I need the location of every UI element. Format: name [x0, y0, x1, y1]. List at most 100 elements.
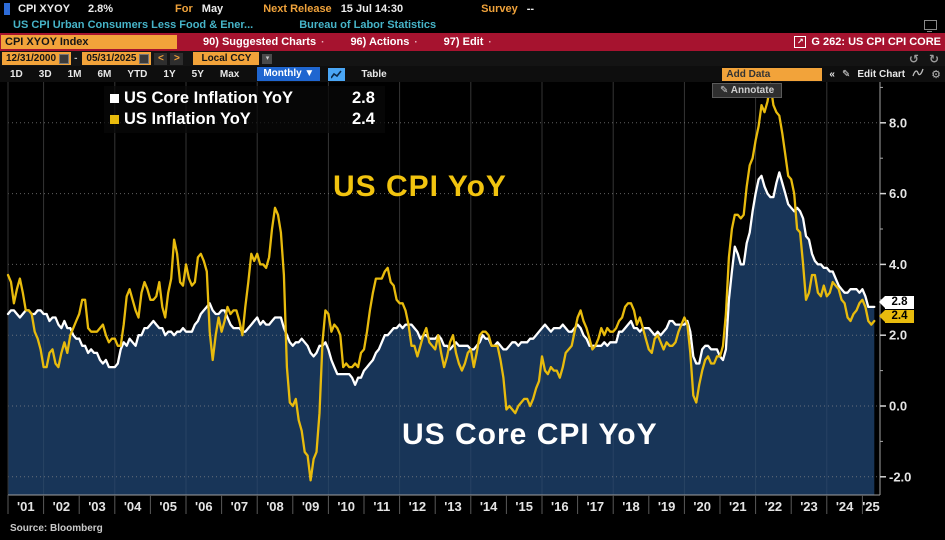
x-axis-label: '20 [693, 499, 711, 514]
date-from-field[interactable]: 12/31/2000 [2, 52, 72, 65]
add-data-input[interactable] [722, 67, 823, 81]
x-axis-label: '12 [409, 499, 427, 514]
calendar-icon[interactable] [139, 53, 150, 64]
source-note: Source: Bloomberg [10, 523, 103, 534]
range-toolbar: 1D 3D 1M 6M YTD 1Y 5Y Max Monthly ▼ Table « ✎ E… [0, 66, 945, 82]
annotate-button[interactable]: ✎ Annotate [712, 83, 783, 98]
legend-value: 2.4 [352, 110, 375, 128]
menu-item--suggested-charts[interactable]: 90) Suggested Charts · [203, 36, 325, 48]
dropdown-dot-icon: · [414, 37, 418, 48]
collapse-panel-button[interactable]: « [829, 68, 835, 80]
range-button-1y[interactable]: 1Y [163, 68, 176, 80]
legend-label: US Inflation YoY [124, 110, 251, 128]
currency-selector[interactable]: Local CCY [193, 52, 260, 65]
y-axis-label: 0.0 [889, 399, 907, 414]
security-description-bar: US CPI Urban Consumers Less Food & Ener.… [0, 17, 945, 33]
x-axis-label: '04 [124, 499, 142, 514]
legend-value: 2.8 [352, 89, 375, 107]
security-input[interactable] [1, 35, 177, 49]
next-release-value: 15 Jul 14:30 [340, 2, 404, 15]
range-button-6m[interactable]: 6M [97, 68, 112, 80]
x-axis-label: '21 [729, 499, 747, 514]
x-axis-label: '24 [836, 499, 854, 514]
x-axis-label: '16 [551, 499, 569, 514]
y-axis-label: 4.0 [889, 257, 907, 272]
range-button-max[interactable]: Max [219, 68, 240, 80]
export-icon[interactable]: ↗ [794, 36, 807, 48]
range-button-ytd[interactable]: YTD [127, 68, 148, 80]
x-axis-label: '23 [800, 499, 818, 514]
frequency-dropdown[interactable]: Monthly ▼ [257, 67, 321, 81]
range-button-1m[interactable]: 1M [67, 68, 82, 80]
x-axis-label: '05 [159, 499, 177, 514]
draw-icon[interactable] [912, 68, 924, 80]
legend-swatch-icon [110, 94, 119, 103]
ticker-symbol: CPI XYOY [18, 2, 70, 15]
monitor-icon[interactable] [924, 20, 937, 32]
x-axis-label: '07 [231, 499, 249, 514]
x-axis-label: '15 [515, 499, 533, 514]
x-axis-label: '10 [337, 499, 355, 514]
table-button[interactable]: Table [361, 68, 387, 80]
annotate-pencil-icon: ✎ [720, 85, 731, 96]
x-axis-label: '13 [444, 499, 462, 514]
date-toolbar: 12/31/2000 - 05/31/2025 < > Local CCY ▾ … [0, 51, 945, 66]
legend-item-0[interactable]: US Core Inflation YoY 2.8 [110, 88, 375, 109]
for-value: May [201, 2, 224, 15]
last-value-badge-core: 2.8 [879, 296, 914, 309]
undo-icon[interactable]: ↺ [908, 51, 919, 66]
window-tab-icon [4, 2, 10, 15]
chart-type-icon[interactable] [328, 67, 346, 81]
last-value-badge-headline: 2.4 [879, 310, 914, 323]
legend-items: US Core Inflation YoY 2.8 US Inflation YoY… [110, 88, 375, 130]
date-to-value: 05/31/2025 [86, 53, 137, 64]
security-description: US CPI Urban Consumers Less Food & Ener.… [13, 19, 254, 31]
x-axis-label: '18 [622, 499, 640, 514]
y-axis-label: 8.0 [889, 115, 907, 130]
settings-gear-icon[interactable]: ⚙ [931, 68, 941, 81]
edit-chart-button[interactable]: Edit Chart [857, 68, 906, 80]
next-period-button[interactable]: > [170, 52, 184, 65]
x-axis-label: '25 [862, 499, 880, 514]
y-axis-label: 6.0 [889, 186, 907, 201]
range-button-3d[interactable]: 3D [38, 68, 52, 80]
function-menu: 90) Suggested Charts · 96) Actions · 97) Edi… [177, 36, 492, 48]
legend-item-1[interactable]: US Inflation YoY 2.4 [110, 109, 375, 130]
edit-pencil-icon[interactable]: ✎ [841, 68, 851, 80]
menu-item--actions[interactable]: 96) Actions · [350, 36, 418, 48]
x-axis-label: '22 [765, 499, 783, 514]
legend-swatch-icon [110, 115, 119, 124]
legend-label: US Core Inflation YoY [124, 89, 293, 107]
annotation-core: US Core CPI YoY [402, 418, 658, 451]
core-area-fill [8, 172, 875, 495]
prev-period-button[interactable]: < [154, 52, 168, 65]
core-line [6, 171, 876, 386]
date-to-field[interactable]: 05/31/2025 [82, 52, 152, 65]
redo-icon[interactable]: ↻ [928, 51, 939, 66]
data-source-org: Bureau of Labor Statistics [299, 19, 437, 31]
annotation-headline: US CPI YoY [333, 170, 507, 203]
y-axis-label: 2.0 [889, 328, 907, 343]
x-axis-label: '01 [17, 499, 35, 514]
x-axis-label: '03 [88, 499, 106, 514]
menu-item--edit[interactable]: 97) Edit · [443, 36, 492, 48]
x-axis-label: '17 [587, 499, 605, 514]
x-axis-label: '14 [480, 499, 498, 514]
currency-dropdown-icon[interactable]: ▾ [262, 53, 273, 64]
date-from-value: 12/31/2000 [6, 53, 57, 64]
chart-id: G 262: US CPI CPI CORE [811, 36, 941, 48]
chart-plot[interactable]: 8.0 6.0 4.0 2.0 0.0 -2.0 '01 '02 '03 '04 '05 '06 '07… [0, 82, 945, 540]
survey-label: Survey [481, 2, 518, 15]
x-axis-label: '08 [266, 499, 284, 514]
x-axis-label: '06 [195, 499, 213, 514]
y-axis-label: -2.0 [889, 469, 911, 484]
range-button-5y[interactable]: 5Y [191, 68, 204, 80]
x-axis-label: '09 [302, 499, 320, 514]
calendar-icon[interactable] [59, 53, 70, 64]
x-axis-label: '19 [658, 499, 676, 514]
range-button-1d[interactable]: 1D [10, 68, 23, 80]
headline-line [6, 82, 876, 482]
chart-legend: US Core Inflation YoY 2.8 US Inflation YoY… [104, 86, 385, 133]
for-label: For [175, 2, 193, 15]
